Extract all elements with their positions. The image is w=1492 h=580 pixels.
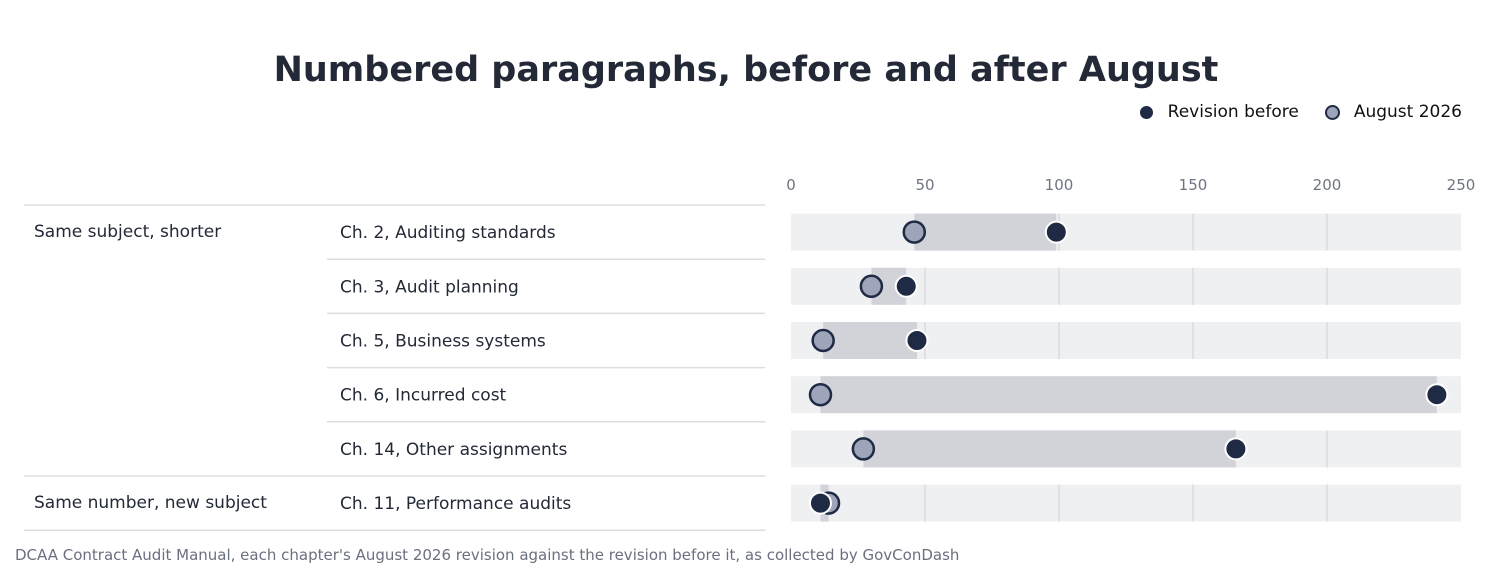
legend-item-before: Revision before: [1138, 102, 1299, 122]
x-tick-label: 100: [1045, 176, 1074, 194]
legend-marker-before: [1138, 104, 1154, 120]
group-label: Same subject, shorter: [34, 222, 221, 242]
row-label: Ch. 6, Incurred cost: [340, 386, 507, 406]
row-track: [791, 213, 1461, 251]
revision-before-dot: [1425, 383, 1449, 407]
row-label: Ch. 11, Performance audits: [340, 494, 571, 514]
change-span: [863, 430, 1236, 468]
revision-before-dot: [808, 491, 832, 515]
legend: Revision before August 2026: [1113, 102, 1462, 122]
source-note: DCAA Contract Audit Manual, each chapter…: [15, 546, 960, 564]
august-2026-dot: [808, 382, 833, 407]
august-2026-dot: [851, 437, 876, 461]
group-label: Same number, new subject: [34, 493, 267, 513]
revision-before-dot: [1224, 437, 1248, 461]
change-span: [823, 322, 917, 359]
row-label: Ch. 5, Business systems: [340, 332, 546, 352]
row-track: [791, 484, 1461, 522]
revision-before-dot: [894, 274, 918, 298]
august-2026-dot: [859, 274, 884, 299]
legend-item-august: August 2026: [1324, 102, 1462, 122]
x-tick-label: 200: [1313, 176, 1342, 194]
row-label: Ch. 14, Other assignments: [340, 440, 567, 460]
revision-before-dot: [905, 329, 929, 352]
change-span: [820, 376, 1437, 414]
august-2026-dot: [902, 220, 927, 244]
x-tick-label: 50: [915, 176, 934, 194]
x-tick-label: 250: [1447, 176, 1476, 194]
legend-label-before: Revision before: [1167, 102, 1299, 122]
legend-marker-august: [1324, 104, 1340, 120]
legend-label-august: August 2026: [1353, 102, 1462, 122]
x-tick-label: 150: [1179, 176, 1208, 194]
row-label: Ch. 3, Audit planning: [340, 277, 519, 297]
x-tick-label: 0: [786, 176, 796, 194]
change-span: [914, 213, 1057, 251]
august-2026-dot: [811, 328, 835, 353]
chart-title: Numbered paragraphs, before and after Au…: [273, 50, 1219, 90]
revision-before-dot: [1044, 220, 1068, 244]
row-label: Ch. 2, Auditing standards: [340, 223, 556, 243]
